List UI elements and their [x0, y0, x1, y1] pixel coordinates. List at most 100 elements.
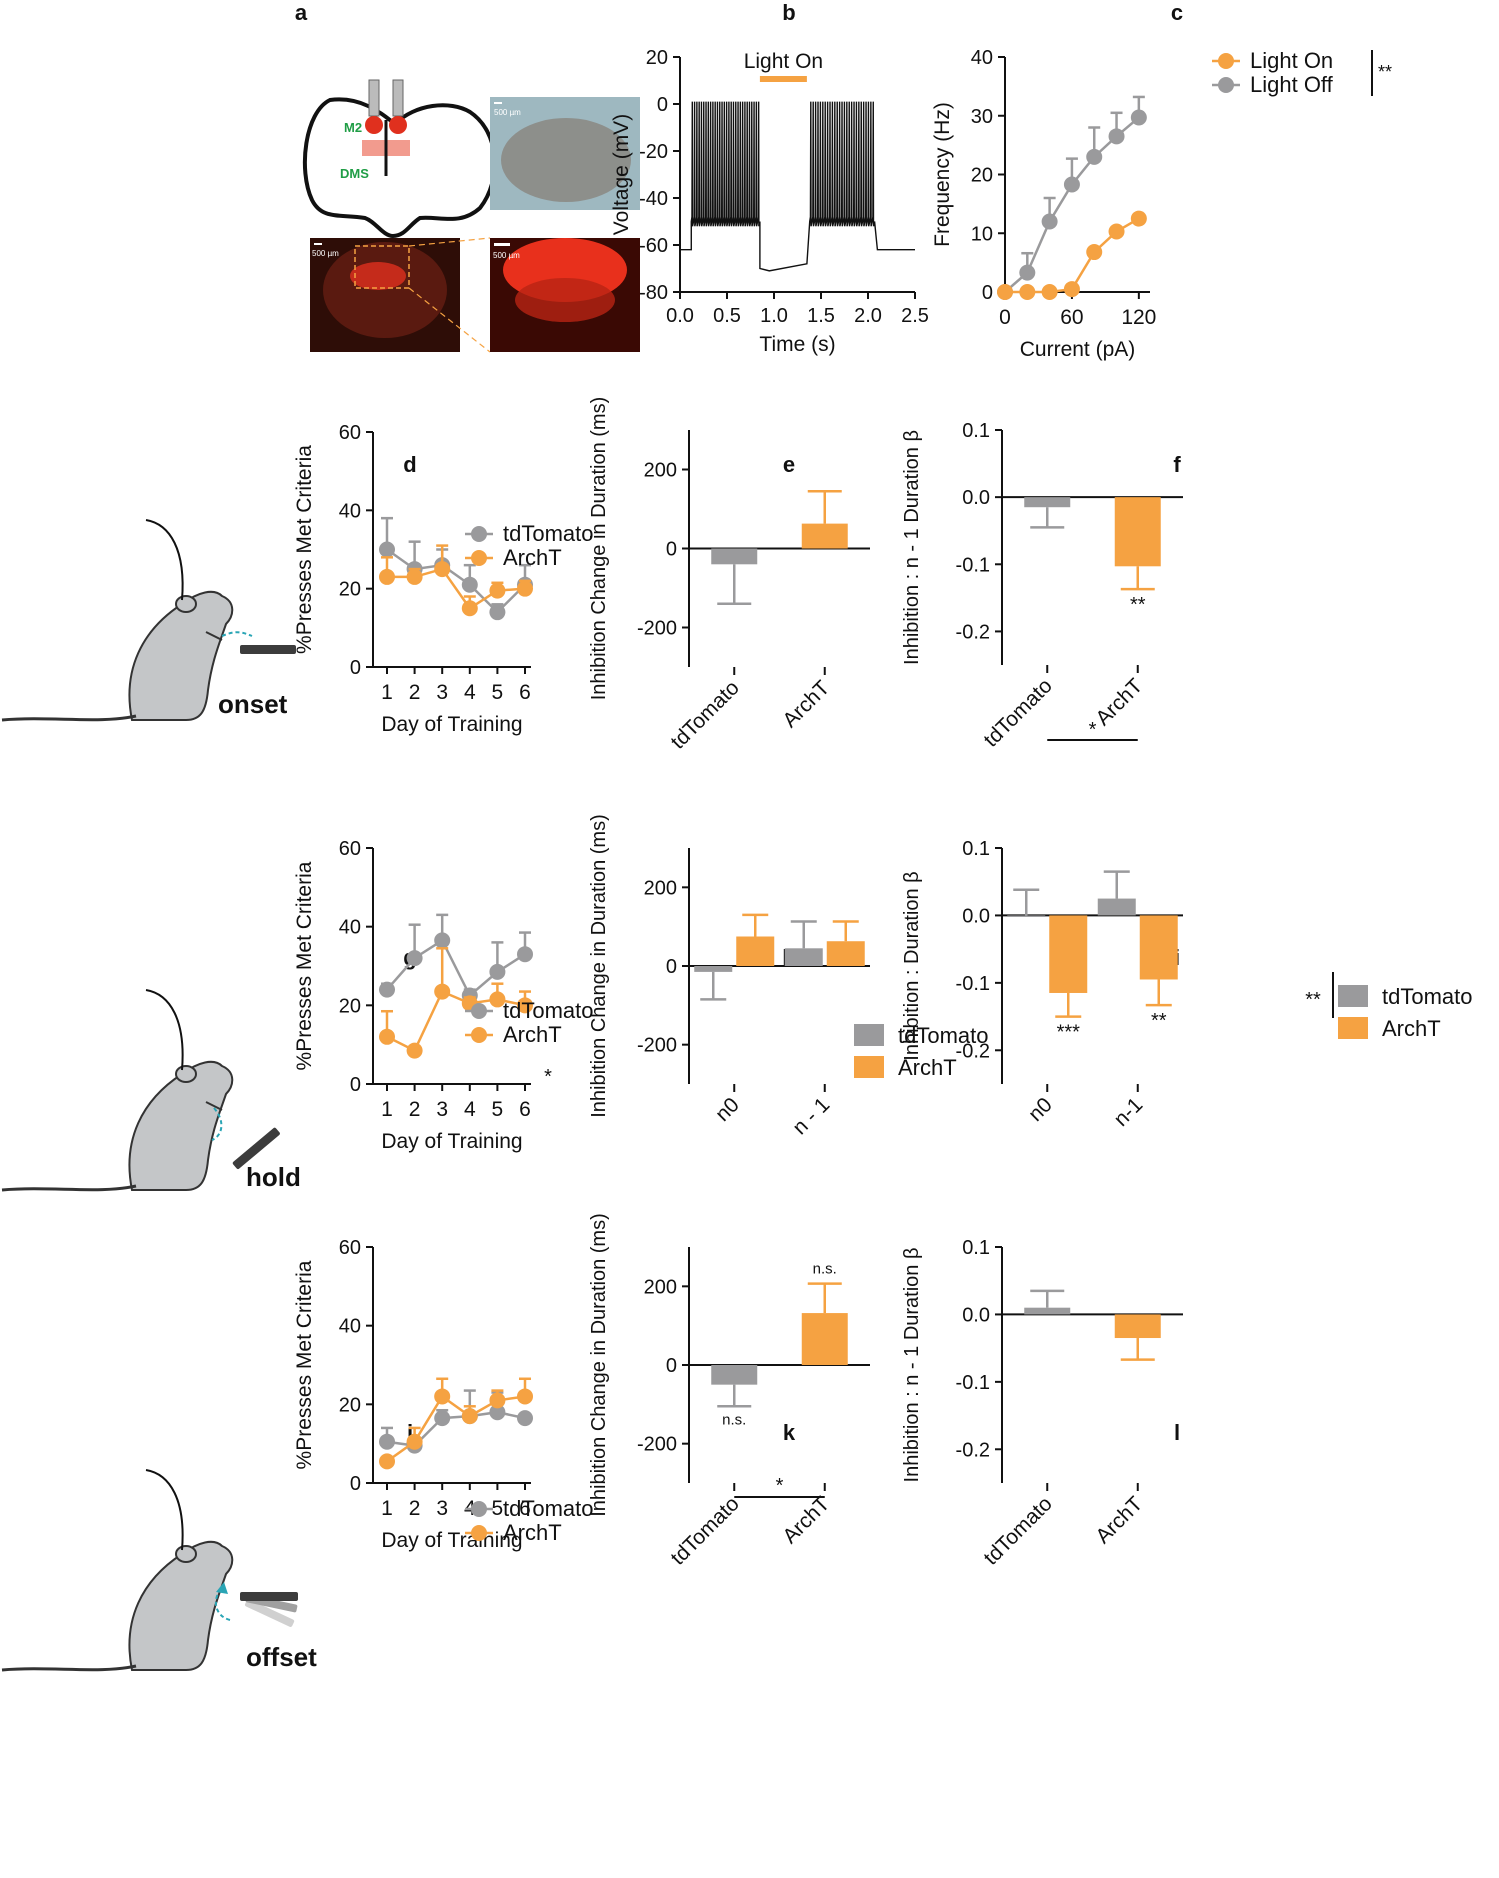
- chart-k-y-tick-label: 200: [644, 1276, 677, 1298]
- chart-d-x-tick-label: 5: [492, 681, 504, 704]
- chart-k-bar: [801, 1313, 848, 1365]
- chart-l: 0.1 0.0 -0.1 -0.2 tdTomato ArchT Inhibition : …: [901, 1237, 1183, 1570]
- chart-j-legend-marker: [471, 1525, 487, 1541]
- chart-c-significance-label: **: [1378, 62, 1392, 82]
- zoom-box: [354, 245, 410, 289]
- chart-j-point: [489, 1392, 506, 1409]
- chart-c-x-tick-label: 0: [999, 306, 1011, 329]
- chart-d-x-tick-label: 1: [381, 681, 393, 704]
- chart-g-point: [489, 963, 506, 980]
- chart-h-y-tick-label: 0: [666, 956, 677, 978]
- chart-h-legend-swatch: [854, 1056, 884, 1078]
- chart-g-y-axis-label: %Presses Met Criteria: [293, 861, 316, 1070]
- mouse-ear: [175, 1065, 197, 1083]
- chart-g-series-tdtomato: [379, 913, 533, 1004]
- mouse-body: [128, 590, 234, 721]
- chart-l-x-tick-label: ArchT: [1091, 1492, 1147, 1548]
- chart-j-x-tick-label: 1: [381, 1497, 393, 1520]
- chart-k-comparison-label: *: [776, 1475, 784, 1497]
- offset-arrowhead: [216, 1582, 228, 1594]
- chart-j-point: [379, 1433, 395, 1450]
- chart-i-bar: [1097, 898, 1136, 916]
- chart-c-y-tick-label: 30: [971, 106, 993, 128]
- chart-h-y-tick-label: 200: [644, 877, 677, 899]
- chart-c-point: [1130, 210, 1147, 227]
- chart-j-point: [517, 1388, 533, 1405]
- chart-b-y-tick-label: 20: [646, 47, 668, 69]
- mouse-arm: [205, 631, 223, 641]
- chart-k-y-axis-label: Inhibition Change in Duration (ms): [588, 1213, 610, 1517]
- chart-b-voltage-trace: 20 0 -20 -40 -60 -800.0 0.5 1.0 1.5 2.0 2.5 Time (s…: [610, 47, 929, 356]
- chart-g-legend-marker: [471, 1027, 487, 1043]
- photo-scalebar-2: [314, 243, 322, 245]
- chart-j-point: [517, 1410, 533, 1427]
- chart-i-x-tick-label: n0: [1024, 1093, 1057, 1126]
- probe-right: [392, 79, 404, 117]
- chart-k-bar-annotation: n.s.: [813, 1261, 837, 1278]
- chart-j-point: [461, 1408, 478, 1425]
- chart-l-x-tick-label: tdTomato: [979, 1492, 1056, 1569]
- chart-i-bar: [1049, 915, 1088, 993]
- chart-c-point: [1063, 176, 1080, 193]
- chart-j-x-tick-label: 6: [519, 1497, 531, 1520]
- lever: [240, 645, 296, 654]
- chart-b-x-tick-label: 2.0: [854, 305, 882, 327]
- chart-b-y-tick-label: 0: [657, 94, 668, 116]
- chart-c-x-tick-label: 60: [1060, 306, 1083, 329]
- chart-d-x-tick-label: 4: [464, 681, 476, 704]
- chart-k-x-tick-label: ArchT: [778, 1492, 834, 1548]
- chart-c-point: [1108, 128, 1125, 145]
- chart-h-y-tick-label: -200: [637, 1035, 677, 1057]
- chart-d-point: [379, 568, 395, 585]
- chart-k: 200 0 -200 tdTomato ArchT Inhibition Change i…: [588, 1213, 870, 1570]
- chart-f-y-tick-label: -0.2: [956, 621, 990, 643]
- chart-j-y-tick-label: 40: [339, 1316, 361, 1338]
- mouse-cable: [145, 1469, 184, 1551]
- chart-e-y-axis-label: Inhibition Change in Duration (ms): [588, 397, 610, 701]
- chart-h-bar: [784, 948, 823, 966]
- chart-c-legend-label: Light Off: [1250, 72, 1334, 97]
- chart-d-point: [517, 580, 533, 597]
- mouse-ear: [175, 595, 197, 613]
- chart-j-y-axis-label: %Presses Met Criteria: [293, 1260, 316, 1469]
- chart-c-series-light-off: [997, 95, 1147, 300]
- chart-f-y-tick-label: 0.1: [962, 420, 990, 442]
- fluorescence-tissue: [323, 242, 447, 338]
- chart-d-point: [434, 561, 451, 578]
- chart-f-x-tick-label: ArchT: [1091, 674, 1147, 730]
- chart-d-x-tick-label: 3: [436, 681, 448, 704]
- chart-d-legend-marker: [471, 526, 487, 542]
- panel-letter-a: a: [295, 0, 308, 25]
- chart-k-x-tick-label: tdTomato: [666, 1492, 743, 1569]
- chart-i-y-tick-label: 0.1: [962, 838, 990, 860]
- chart-c-y-axis-label: Frequency (Hz): [931, 102, 954, 247]
- chart-j-y-tick-label: 0: [350, 1473, 361, 1495]
- chart-h-x-tick-label: n - 1: [788, 1093, 834, 1139]
- photo-scale-label-1: 500 µm: [494, 108, 521, 117]
- zoom-line-bottom: [408, 287, 491, 353]
- chart-d-legend-label: ArchT: [503, 545, 562, 570]
- chart-g-legend-label: ArchT: [503, 1022, 562, 1047]
- chart-h-x-tick-label: n0: [711, 1093, 744, 1126]
- chart-d-y-tick-label: 0: [350, 657, 361, 679]
- chart-i-legend-swatch: [1338, 985, 1368, 1007]
- photo-scale-label-2: 500 µm: [312, 249, 339, 258]
- dms-label: DMS: [340, 166, 369, 181]
- zoom-photo-signal-2: [515, 278, 615, 322]
- fluorescence-signal: [350, 262, 406, 290]
- chart-g-x-tick-label: 3: [436, 1098, 448, 1121]
- chart-g-y-tick-label: 40: [339, 917, 361, 939]
- chart-h-legend-swatch: [854, 1024, 884, 1046]
- chart-b-light-on-label: Light On: [744, 50, 823, 73]
- chart-j-point: [489, 1404, 506, 1421]
- chart-g-x-tick-label: 1: [381, 1098, 393, 1121]
- chart-l-bar: [1024, 1307, 1071, 1315]
- chart-g-series-archt: [379, 947, 533, 1059]
- chart-b-x-tick-label: 1.0: [760, 305, 788, 327]
- chart-c-y-tick-label: 40: [971, 47, 993, 69]
- chart-d-point: [461, 576, 478, 593]
- chart-c: 0 10 20 30 40 0 60 120 Current (pA) Frequency (Hz…: [931, 47, 1392, 361]
- chart-c-point: [1041, 284, 1058, 300]
